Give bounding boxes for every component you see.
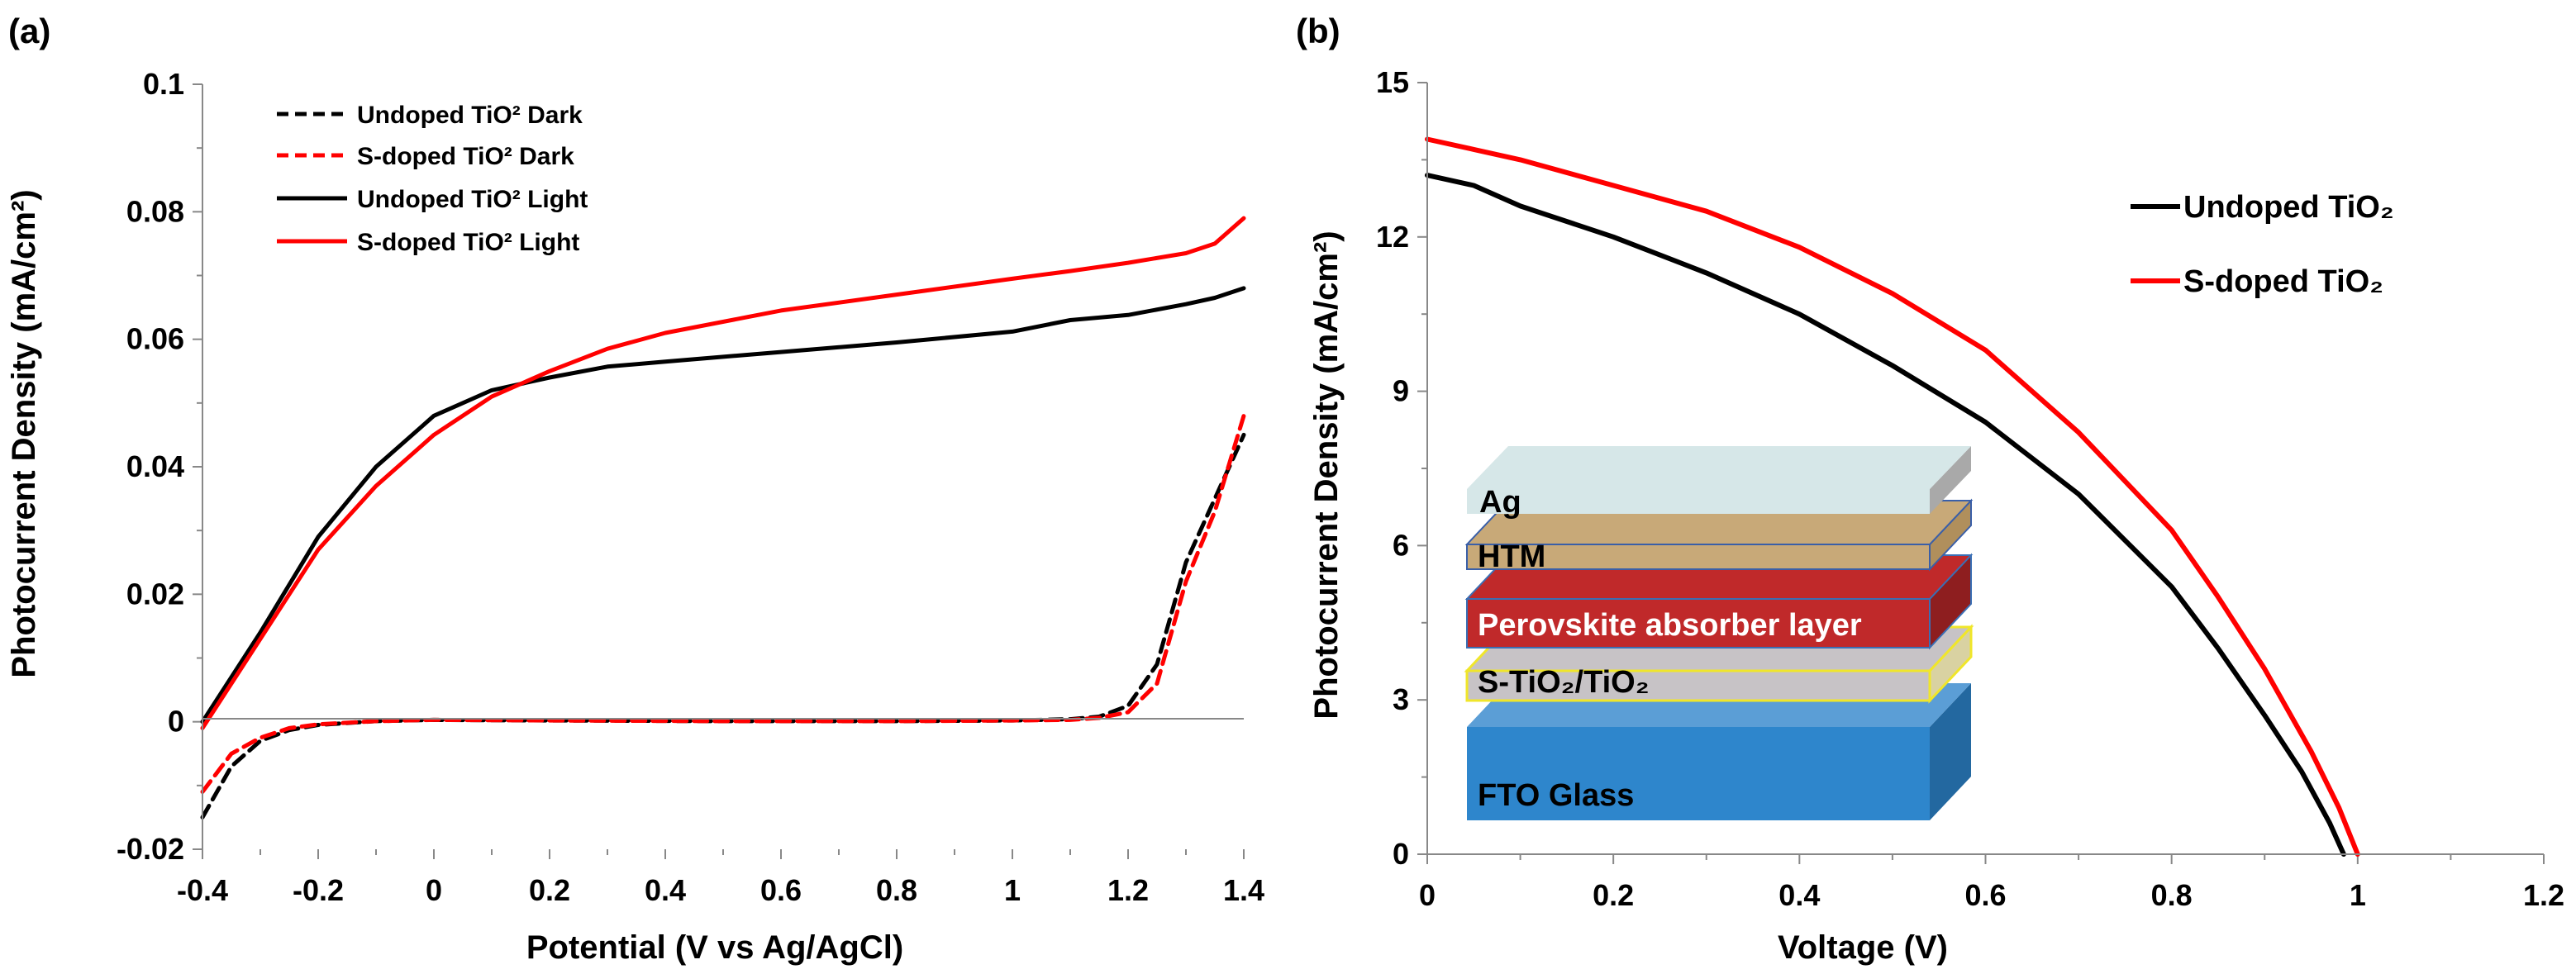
y-tick-label: 0.06 <box>126 322 184 356</box>
fto-glass-label: FTO Glass <box>1478 778 1634 813</box>
y-tick-label: 0.08 <box>126 194 184 228</box>
legend-a: Undoped TiO² Dark S-doped TiO² Dark Undo… <box>277 102 588 256</box>
ag-label: Ag <box>1479 485 1521 520</box>
device-stack-inset: FTO Glass S-TiO₂/TiO₂ Perovskite absorbe… <box>1464 446 1974 820</box>
y-tick-label: 9 <box>1393 374 1409 408</box>
y-tick-label: 0 <box>1393 837 1409 871</box>
legend-label-undoped-light: Undoped TiO² Light <box>357 186 588 213</box>
x-tick-label: 1 <box>1004 873 1021 907</box>
ag-side <box>1930 446 1971 514</box>
series-b <box>1425 136 2360 857</box>
htm-label: HTM <box>1478 539 1545 574</box>
x-tick-label: 1.2 <box>1107 873 1149 907</box>
x-tick-label: 0.4 <box>645 873 686 907</box>
y-axis-label-a: Photocurrent Density (mA/cm²) <box>6 189 42 677</box>
x-tick-label: 0 <box>426 873 442 907</box>
y-axis-label-b: Photocurrent Density (mA/cm²) <box>1308 230 1345 719</box>
perovskite-front <box>1466 598 1931 649</box>
panel-label-b: (b) <box>1296 12 1340 50</box>
x-tick-label: 0.8 <box>2151 878 2193 912</box>
y-tick-label: 12 <box>1376 220 1409 254</box>
legend-label-undoped: Undoped TiO₂ <box>2183 190 2394 225</box>
ag-top <box>1467 446 1971 489</box>
ticks-b: 0 0.2 0.4 0.6 0.8 1 1.2 0 3 6 9 12 15 <box>1376 65 2564 912</box>
fto-glass-front <box>1467 727 1930 820</box>
x-tick-label: 0.2 <box>1593 878 1634 912</box>
y-tick-label: 0.1 <box>143 67 184 101</box>
fto-glass-side <box>1930 683 1971 820</box>
y-tick-label: -0.02 <box>117 832 184 866</box>
y-tick-label: 0.02 <box>126 577 184 611</box>
x-tick-label: 0.8 <box>876 873 917 907</box>
legend-label-sdoped: S-doped TiO₂ <box>2183 264 2383 299</box>
x-tick-label: -0.4 <box>177 873 228 907</box>
y-tick-label: 0.04 <box>126 449 184 483</box>
perovskite-label: Perovskite absorber layer <box>1478 608 1862 643</box>
series-line-a-1 <box>200 413 1246 794</box>
series-line-a-0 <box>200 432 1246 820</box>
series-line-b-0 <box>1425 173 2346 857</box>
tio2-layer-label: S-TiO₂/TiO₂ <box>1478 665 1650 700</box>
x-tick-label: 0.6 <box>1964 878 2006 912</box>
chart-b: (b) Photocurrent Density (mA/cm²) Voltag… <box>1296 12 2564 966</box>
htm-front <box>1466 544 1931 570</box>
ag-front <box>1467 489 1930 514</box>
panel-label-a: (a) <box>8 12 50 50</box>
x-tick-label: 1.4 <box>1223 873 1264 907</box>
axes-b <box>1426 83 2544 855</box>
legend-label-sdoped-dark: S-doped TiO² Dark <box>357 143 574 170</box>
chart-a: (a) Photocurrent Density (mA/cm²) Potent… <box>6 12 1264 966</box>
x-tick-label: 0.4 <box>1778 878 1820 912</box>
x-axis-label-a: Potential (V vs Ag/AgCl) <box>526 929 903 966</box>
x-tick-label: -0.2 <box>293 873 344 907</box>
x-axis-label-b: Voltage (V) <box>1778 929 1948 966</box>
legend-b: Undoped TiO₂ S-doped TiO₂ <box>2131 190 2394 299</box>
series-a <box>200 216 1246 820</box>
series-line-a-3 <box>200 216 1246 730</box>
x-tick-label: 0.6 <box>760 873 802 907</box>
legend-label-sdoped-light: S-doped TiO² Light <box>357 229 579 256</box>
y-tick-label: 15 <box>1376 65 1409 99</box>
x-tick-label: 1.2 <box>2523 878 2564 912</box>
series-line-a-2 <box>200 286 1246 725</box>
x-tick-label: 0 <box>1419 878 1436 912</box>
legend-label-undoped-dark: Undoped TiO² Dark <box>357 102 583 129</box>
axes-a <box>202 84 1244 849</box>
y-tick-label: 0 <box>168 705 184 739</box>
ticks-a: -0.4 -0.2 0 0.2 0.4 0.6 0.8 1 1.2 1.4 -0.02 0 0.02 0.… <box>117 67 1264 907</box>
y-tick-label: 3 <box>1393 682 1409 716</box>
x-tick-label: 1 <box>2350 878 2366 912</box>
series-line-b-1 <box>1425 136 2360 857</box>
x-tick-label: 0.2 <box>529 873 570 907</box>
tio2-layer-front <box>1465 669 1931 702</box>
y-tick-label: 6 <box>1393 528 1409 562</box>
